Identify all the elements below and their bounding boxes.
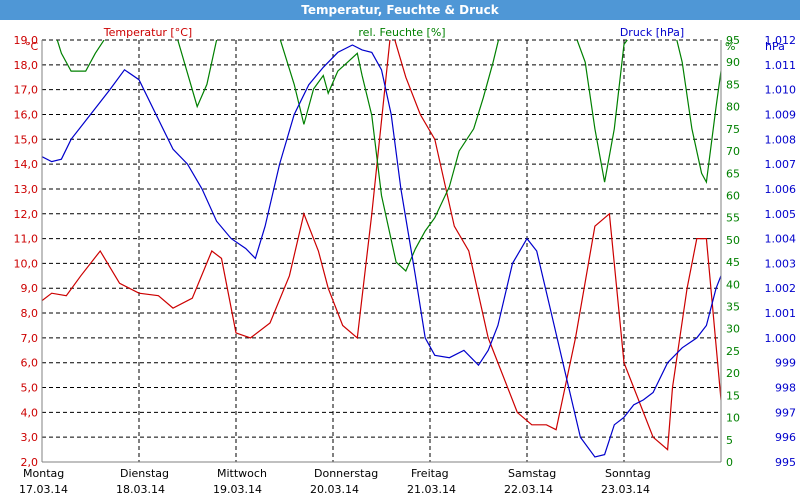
pressure-tick-label: 999 [775,357,796,370]
axes: 2,0 3,0 4,0 5,0 6,0 7,0 8,0 9,0 10,0 11,0 12,0 13,0… [14,34,797,469]
temperature-tick-label: 5,0 [21,382,39,395]
pressure-tick-label: 996 [775,431,796,444]
humidity-tick-label: 15 [726,389,740,402]
window-title: Temperatur, Feuchte & Druck [0,0,800,20]
temperature-tick-label: 17,0 [14,84,39,97]
humidity-tick-label: 95 [726,34,740,47]
humidity-tick-label: 40 [726,278,740,291]
humidity-tick-label: 75 [726,123,740,136]
humidity-tick-label: 50 [726,234,740,247]
day-weekday-label: Donnerstag [314,467,378,480]
humidity-tick-label: 85 [726,78,740,91]
humidity-tick-label: 70 [726,145,740,158]
temperature-tick-label: 7,0 [21,332,39,345]
humidity-tick-label: 0 [726,456,733,469]
day-date-label: 18.03.14 [116,483,165,496]
series-lines [42,40,721,458]
temperature-tick-label: 8,0 [21,307,39,320]
day-weekday-label: Mittwoch [217,467,267,480]
temperature-tick-label: 13,0 [14,183,39,196]
grid [42,39,722,463]
temperature-unit-label: °C [25,40,39,53]
pressure-tick-label: 1.006 [765,183,797,196]
day-weekday-label: Samstag [508,467,556,480]
day-weekday-label: Sonntag [605,467,651,480]
pressure-unit-label: hPa [765,40,785,53]
temperature-tick-label: 4,0 [21,406,39,419]
temperature-tick-label: 9,0 [21,282,39,295]
temperature-tick-label: 14,0 [14,158,39,171]
humidity-tick-label: 20 [726,367,740,380]
pressure-tick-label: 1.008 [765,133,797,146]
temperature-tick-label: 12,0 [14,208,39,221]
temperature-tick-label: 6,0 [21,357,39,370]
pressure-axis-title: Druck [hPa] [620,26,684,39]
pressure-tick-label: 1.004 [765,233,797,246]
pressure-tick-label: 1.010 [765,84,797,97]
pressure-tick-label: 997 [775,406,796,419]
pressure-tick-label: 1.011 [765,59,797,72]
temperature-tick-label: 19,0 [14,34,39,47]
humidity-tick-label: 10 [726,412,740,425]
temperature-tick-label: 3,0 [21,431,39,444]
humidity-axis-title: rel. Feuchte [%] [358,26,445,39]
pressure-tick-label: 995 [775,456,796,469]
pressure-tick-label: 998 [775,382,796,395]
day-date-label: 17.03.14 [19,483,68,496]
pressure-tick-label: 1.012 [765,34,797,47]
humidity-tick-label: 30 [726,323,740,336]
day-date-label: 20.03.14 [310,483,359,496]
humidity-tick-label: 80 [726,101,740,114]
pressure-tick-label: 1.009 [765,108,797,121]
day-weekday-label: Dienstag [120,467,169,480]
day-weekday-label: Freitag [411,467,449,480]
day-weekday-label: Montag [23,467,64,480]
pressure-tick-label: 1.002 [765,282,797,295]
temperature-tick-label: 2,0 [21,456,39,469]
temperature-series-line [42,40,721,451]
pressure-tick-label: 1.007 [765,158,797,171]
day-date-label: 21.03.14 [407,483,456,496]
temperature-tick-label: 16,0 [14,108,39,121]
pressure-series-line [42,44,721,458]
day-date-label: 19.03.14 [213,483,262,496]
temperature-tick-label: 18,0 [14,59,39,72]
humidity-tick-label: 45 [726,256,740,269]
pressure-tick-label: 1.001 [765,307,797,320]
humidity-series-line [56,40,721,273]
temperature-tick-label: 11,0 [14,233,39,246]
pressure-tick-label: 1.000 [765,332,797,345]
day-date-label: 23.03.14 [601,483,650,496]
humidity-tick-label: 5 [726,434,733,447]
humidity-tick-label: 60 [726,189,740,202]
temperature-axis-title: Temperatur [°C] [103,26,192,39]
day-date-label: 22.03.14 [504,483,553,496]
humidity-tick-label: 90 [726,56,740,69]
humidity-tick-label: 25 [726,345,740,358]
day-labels: Montag 17.03.14 Dienstag 18.03.14 Mittwoch 19… [19,467,651,496]
temperature-tick-label: 15,0 [14,133,39,146]
weather-chart: 2,0 3,0 4,0 5,0 6,0 7,0 8,0 9,0 10,0 11,0 12,0 13,0… [14,26,797,496]
humidity-tick-label: 55 [726,212,740,225]
humidity-tick-label: 35 [726,301,740,314]
pressure-tick-label: 1.005 [765,208,797,221]
humidity-tick-label: 65 [726,167,740,180]
humidity-unit-label: % [725,40,735,53]
temperature-tick-label: 10,0 [14,257,39,270]
pressure-tick-label: 1.003 [765,257,797,270]
